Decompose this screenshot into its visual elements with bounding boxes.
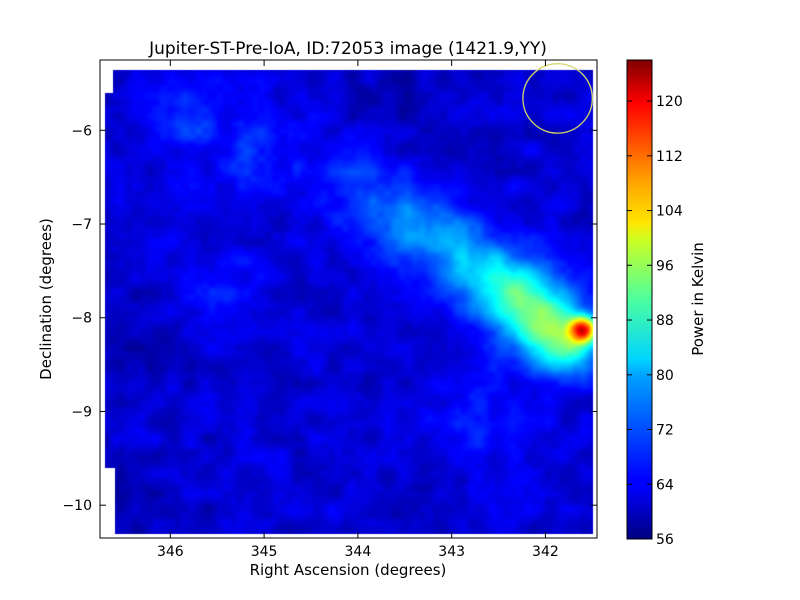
colorbar-label: Power in Kelvin (689, 242, 707, 356)
colorbar-tick-label: 112 (656, 149, 683, 165)
colorbar-tick-label: 88 (656, 313, 674, 329)
colorbar-tick-label: 80 (656, 368, 674, 384)
x-axis: 346 345 344 343 342 (157, 60, 559, 560)
beam-circle (522, 63, 593, 134)
y-axis-label: Declination (degrees) (37, 218, 55, 380)
x-axis-label: Right Ascension (degrees) (250, 561, 447, 579)
x-tick-label: 345 (251, 544, 278, 560)
y-tick-label: −7 (71, 217, 92, 233)
y-tick-label: −8 (71, 311, 92, 327)
heatmap-image (100, 60, 597, 538)
colorbar-tick-label: 56 (656, 532, 674, 548)
colorbar-ticks: 56 64 72 80 88 96 104 112 120 (627, 94, 683, 548)
plot-frame (99, 59, 598, 539)
colorbar-tick-label: 96 (656, 258, 674, 274)
y-tick-label: −9 (71, 404, 92, 420)
y-tick-label: −10 (62, 498, 92, 514)
x-tick-label: 346 (157, 544, 184, 560)
x-tick-label: 342 (532, 544, 559, 560)
y-axis: −6 −7 −8 −9 −10 (62, 123, 597, 514)
colorbar-tick-label: 120 (656, 94, 683, 110)
chart-title: Jupiter-ST-Pre-IoA, ID:72053 image (1421… (148, 39, 547, 59)
colorbar (626, 59, 653, 540)
x-tick-label: 344 (345, 544, 372, 560)
y-tick-label: −6 (71, 123, 92, 139)
x-tick-label: 343 (438, 544, 465, 560)
colorbar-tick-label: 104 (656, 204, 683, 220)
colorbar-tick-label: 64 (656, 477, 674, 493)
colorbar-tick-label: 72 (656, 423, 674, 439)
